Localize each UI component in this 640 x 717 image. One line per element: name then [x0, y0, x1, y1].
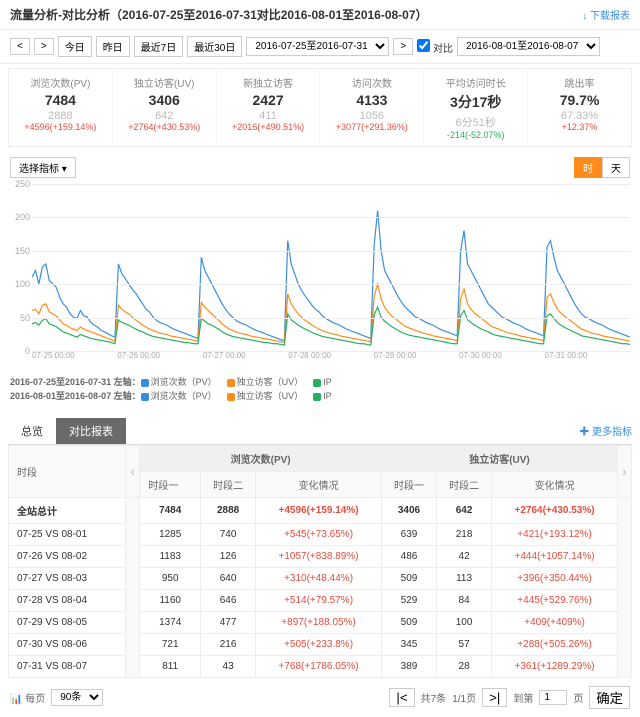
select-metric-button[interactable]: 选择指标 ▾	[10, 157, 76, 178]
prev-button[interactable]: <	[10, 38, 30, 55]
page-header: 流量分析-对比分析（2016-07-25至2016-07-31对比2016-08…	[0, 0, 640, 30]
tab-compare[interactable]: 对比报表	[56, 418, 126, 444]
scroll-right[interactable]: ›	[618, 445, 632, 497]
page-title: 流量分析-对比分析（2016-07-25至2016-07-31对比2016-08…	[10, 6, 582, 23]
table-row: 07-27 VS 08-03950640+310(+48.44%)509113+…	[9, 567, 632, 589]
last30-button[interactable]: 最近30日	[187, 36, 242, 57]
scroll-left[interactable]: ‹	[126, 445, 140, 497]
today-button[interactable]: 今日	[58, 36, 92, 57]
pagesize-select[interactable]: 90条	[51, 689, 103, 706]
pagination: 📊 每页 90条 |< 共7条 1/1页 >| 到第 页 确定	[0, 678, 640, 717]
range2-select[interactable]: 2016-08-01至2016-08-07	[457, 37, 600, 56]
date-toolbar: < > 今日 昨日 最近7日 最近30日 2016-07-25至2016-07-…	[0, 30, 640, 64]
next-button[interactable]: >	[34, 38, 54, 55]
metric-card[interactable]: 新独立访客2427411+2016(+490.51%)	[217, 69, 321, 146]
line-chart: 050100150200250 07-25 00:0007-26 00:0007…	[10, 184, 630, 369]
metric-card[interactable]: 浏览次数(PV)74842888+4596(+159.14%)	[9, 69, 113, 146]
chart-legend: 2016-07-25至2016-07-31 左轴：浏览次数（PV）独立访客（UV…	[0, 369, 640, 410]
last7-button[interactable]: 最近7日	[134, 36, 184, 57]
table-row: 07-28 VS 08-041160646+514(+79.57%)52984+…	[9, 589, 632, 611]
table-row: 07-30 VS 08-06721216+505(+233.8%)34557+2…	[9, 633, 632, 655]
granularity-day[interactable]: 天	[602, 157, 630, 178]
last-page[interactable]: >|	[482, 688, 507, 707]
compare-checkbox[interactable]: 对比	[417, 39, 453, 55]
table-row: 07-29 VS 08-051374477+897(+188.05%)50910…	[9, 611, 632, 633]
range1-select[interactable]: 2016-07-25至2016-07-31	[246, 37, 389, 56]
more-metrics[interactable]: ✚ 更多指标	[579, 423, 632, 438]
metrics-row: 浏览次数(PV)74842888+4596(+159.14%)独立访客(UV)3…	[8, 68, 632, 147]
total-count: 共7条	[421, 690, 447, 705]
next2-button[interactable]: >	[393, 38, 413, 55]
page-indicator: 1/1页	[452, 690, 476, 705]
th-group-uv: 独立访客(UV)	[381, 445, 617, 471]
chart-toolbar: 选择指标 ▾ 时 天	[0, 151, 640, 184]
tabs-row: 总览 对比报表 ✚ 更多指标	[8, 418, 632, 445]
go-button[interactable]: 确定	[589, 686, 630, 709]
table-row: 07-31 VS 08-0781143+768(+1786.05%)38928+…	[9, 655, 632, 677]
page-input[interactable]	[539, 690, 567, 705]
pagesize-label: 📊 每页	[10, 690, 45, 705]
th-period: 时段	[9, 445, 126, 497]
tab-overview[interactable]: 总览	[8, 418, 56, 444]
table-row: 07-25 VS 08-011285740+545(+73.65%)639218…	[9, 523, 632, 545]
data-table: 时段 ‹ 浏览次数(PV) 独立访客(UV) › 时段一 时段二 变化情况 时段…	[8, 445, 632, 678]
table-row: 07-26 VS 08-021183126+1057(+838.89%)4864…	[9, 545, 632, 567]
metric-card[interactable]: 独立访客(UV)3406642+2764(+430.53%)	[113, 69, 217, 146]
metric-card[interactable]: 访问次数41331056+3077(+291.36%)	[320, 69, 424, 146]
metric-card[interactable]: 跳出率79.7%67.33%+12.37%	[528, 69, 631, 146]
th-group-pv: 浏览次数(PV)	[140, 445, 382, 471]
download-link[interactable]: 下载报表	[582, 7, 630, 22]
table-row: 全站总计74842888+4596(+159.14%)3406642+2764(…	[9, 497, 632, 523]
metric-card[interactable]: 平均访问时长3分17秒6分51秒-214(-52.07%)	[424, 69, 528, 146]
granularity-hour[interactable]: 时	[574, 157, 602, 178]
yesterday-button[interactable]: 昨日	[96, 36, 130, 57]
first-page[interactable]: |<	[389, 688, 414, 707]
